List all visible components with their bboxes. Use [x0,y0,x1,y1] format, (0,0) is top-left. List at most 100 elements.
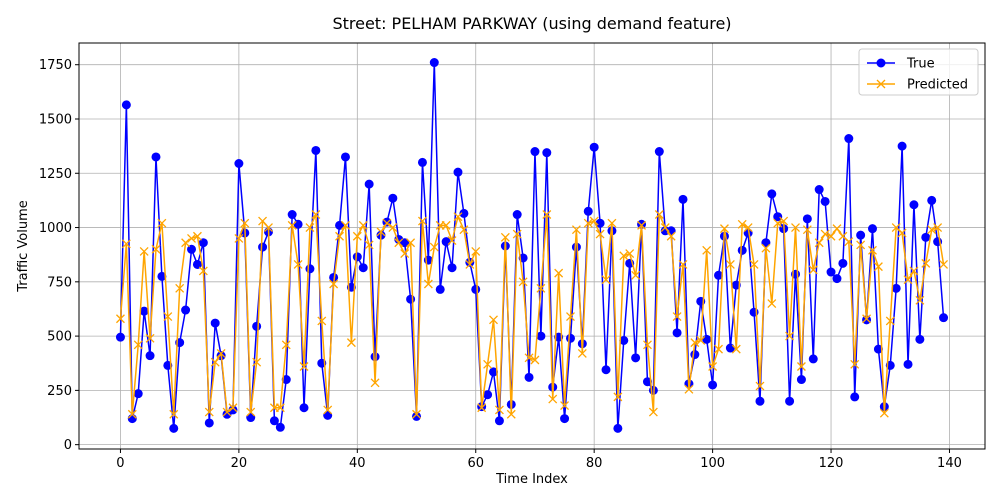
data-point [785,396,795,406]
data-point [192,259,202,269]
data-point [530,355,540,365]
data-point [731,344,741,354]
data-point [796,362,806,371]
data-point [169,409,179,419]
data-point [879,408,889,418]
data-point [631,270,641,280]
x-tick-label: 100 [700,456,725,471]
series-predicted [115,210,949,419]
data-point [234,158,244,168]
x-tick-label: 140 [937,456,962,471]
data-point [352,252,362,262]
y-tick-label: 1250 [39,167,72,182]
data-point [554,332,564,342]
data-point [157,218,167,228]
data-point [518,277,528,287]
data-point [151,244,161,254]
data-point [400,249,410,259]
data-point [388,193,398,203]
data-point [406,238,416,248]
chart-title: Street: PELHAM PARKWAY (using demand fea… [332,14,731,33]
data-point [820,196,830,206]
data-point [844,237,854,247]
data-point [335,220,345,230]
y-tick-label: 500 [47,330,72,345]
data-point [483,390,493,400]
legend-label: True [906,57,935,72]
data-point [210,357,220,367]
data-point [471,246,481,256]
series-true [115,58,949,433]
data-point [577,349,587,358]
data-point [305,264,315,274]
data-point [494,416,504,426]
data-point [512,210,522,220]
data-point [814,238,824,248]
data-point [524,353,534,363]
data-point [595,229,605,239]
data-point [619,251,629,261]
data-point [358,263,368,273]
data-point [175,283,185,293]
data-point [767,189,777,199]
data-point [477,403,487,413]
data-point [370,352,380,362]
data-point [642,377,652,387]
data-point [115,314,125,324]
data-point [560,414,570,424]
data-point [459,208,469,218]
data-point [471,284,481,294]
data-point [181,305,191,315]
data-point [696,335,706,345]
data-point [850,392,860,402]
data-point [915,295,925,305]
y-tick-label: 750 [47,275,72,290]
grid [79,43,985,449]
data-point [423,279,433,289]
data-point [589,142,599,152]
data-point [341,220,350,230]
data-point [417,216,427,226]
data-point [583,206,593,216]
data-point [672,312,682,322]
data-point [429,242,439,252]
data-point [293,259,303,269]
data-point [921,258,931,268]
x-axis-title: Time Index [495,472,568,487]
data-point [258,242,268,252]
data-point [690,338,700,348]
data-point [453,167,463,177]
data-point [406,294,416,304]
data-point [542,148,552,158]
legend: True Predicted [858,48,979,96]
data-point [281,340,291,350]
data-point [139,306,149,316]
legend-item-predicted: Predicted [867,78,968,93]
data-point [459,225,469,235]
data-point [216,349,226,358]
data-point [939,259,949,269]
legend-label: Predicted [907,78,968,93]
data-point [755,396,765,406]
data-point [358,220,368,230]
data-point [595,218,605,228]
data-point [767,299,777,308]
data-point [163,360,173,370]
data-point [791,223,800,233]
data-point [643,340,652,350]
data-point [672,328,682,338]
data-point [826,267,836,277]
data-point [435,284,445,294]
data-point [323,405,333,415]
data-point [625,249,635,259]
data-point [187,233,196,243]
series-layer [115,58,949,433]
data-point [566,312,575,322]
data-point [376,227,386,237]
data-point [873,262,883,272]
data-point [305,223,315,233]
data-point [139,246,149,256]
data-point [785,331,795,341]
y-tick-label: 1000 [39,221,72,236]
data-point [856,230,866,240]
